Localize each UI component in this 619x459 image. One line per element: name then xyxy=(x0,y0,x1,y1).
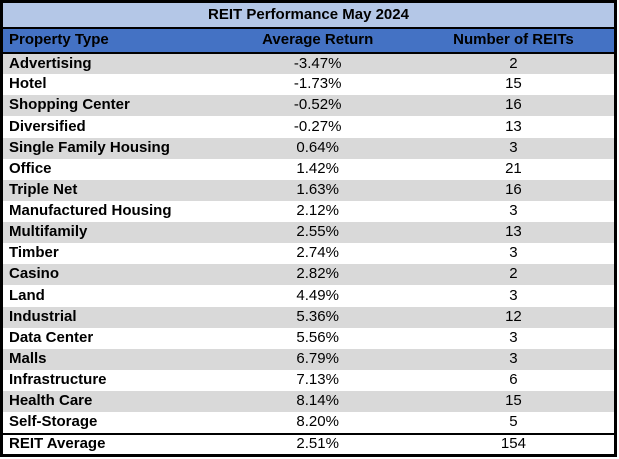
return-cell: 0.64% xyxy=(296,138,339,156)
property-cell: Multifamily xyxy=(9,223,88,241)
table-row: Triple Net 1.63% 16 xyxy=(1,179,616,201)
property-cell: Triple Net xyxy=(9,180,78,198)
property-cell: Shopping Center xyxy=(9,96,130,114)
return-cell: 1.63% xyxy=(296,180,339,198)
property-cell: Single Family Housing xyxy=(9,138,170,156)
count-cell: 13 xyxy=(505,117,522,135)
count-cell: 16 xyxy=(505,180,522,198)
table-row: Infrastructure 7.13% 6 xyxy=(1,369,616,391)
return-cell: 6.79% xyxy=(296,349,339,367)
table-row: Single Family Housing 0.64% 3 xyxy=(1,137,616,159)
count-cell: 3 xyxy=(509,138,518,156)
column-header-property-type: Property Type xyxy=(1,28,223,54)
table-row: Shopping Center -0.52% 16 xyxy=(1,95,616,117)
return-cell: -0.27% xyxy=(293,117,342,135)
property-cell: Advertising xyxy=(9,54,92,72)
property-cell: Industrial xyxy=(9,307,77,325)
table-row: Casino 2.82% 2 xyxy=(1,264,616,286)
property-cell: Office xyxy=(9,159,52,177)
count-cell: 13 xyxy=(505,223,522,241)
property-cell: Hotel xyxy=(9,75,47,93)
table-row: Advertising -3.47% 2 xyxy=(1,53,616,75)
return-cell: 8.20% xyxy=(296,412,339,430)
count-cell: 3 xyxy=(509,202,518,220)
column-header-number-of-reits: Number of REITs xyxy=(412,28,616,54)
property-cell: Infrastructure xyxy=(9,371,107,389)
table-row: Timber 2.74% 3 xyxy=(1,243,616,265)
return-cell: 5.56% xyxy=(296,328,339,346)
count-cell: 3 xyxy=(509,328,518,346)
count-cell: 3 xyxy=(509,244,518,262)
count-cell: 3 xyxy=(509,286,518,304)
table-row: Diversified -0.27% 13 xyxy=(1,116,616,138)
table-row: Malls 6.79% 3 xyxy=(1,348,616,370)
table-header-row: Property Type Average Return Number of R… xyxy=(1,28,616,54)
return-cell: 2.55% xyxy=(296,223,339,241)
return-cell: 8.14% xyxy=(296,392,339,410)
count-cell: 16 xyxy=(505,96,522,114)
property-cell: Manufactured Housing xyxy=(9,202,172,220)
property-cell: Data Center xyxy=(9,328,94,346)
count-cell: 15 xyxy=(505,392,522,410)
count-cell: 21 xyxy=(505,159,522,177)
count-cell: 2 xyxy=(509,54,518,72)
table-row: Self-Storage 8.20% 5 xyxy=(1,412,616,434)
count-cell: 3 xyxy=(509,349,518,367)
property-cell: Self-Storage xyxy=(9,412,98,430)
table-row: Multifamily 2.55% 13 xyxy=(1,222,616,244)
table-body: Advertising -3.47% 2 Hotel -1.73% 15 Shopping … xyxy=(1,53,616,434)
return-cell: 2.12% xyxy=(296,202,339,220)
return-cell: -0.52% xyxy=(293,96,342,114)
property-cell: Land xyxy=(9,286,45,304)
return-cell: 2.82% xyxy=(296,265,339,283)
table-row: Industrial 5.36% 12 xyxy=(1,306,616,328)
table-row-reit-average: REIT Average 2.51% 154 xyxy=(1,432,616,456)
count-cell: 15 xyxy=(505,75,522,93)
table-title-row: REIT Performance May 2024 xyxy=(1,1,616,29)
table-title: REIT Performance May 2024 xyxy=(1,1,616,29)
property-cell: Malls xyxy=(9,349,47,367)
count-cell: 2 xyxy=(509,265,518,283)
return-cell: -1.73% xyxy=(293,75,342,93)
property-cell: Timber xyxy=(9,244,59,262)
property-cell: Casino xyxy=(9,265,60,283)
table-row: Manufactured Housing 2.12% 3 xyxy=(1,200,616,222)
count-cell: 5 xyxy=(509,412,518,430)
property-cell: Diversified xyxy=(9,117,86,135)
table-row: Land 4.49% 3 xyxy=(1,285,616,307)
average-count-cell: 154 xyxy=(412,432,616,456)
return-cell: 1.42% xyxy=(296,159,339,177)
property-cell: Health Care xyxy=(9,392,93,410)
count-cell: 6 xyxy=(509,371,518,389)
return-cell: 2.74% xyxy=(296,244,339,262)
average-property-cell: REIT Average xyxy=(1,432,223,456)
average-return-cell: 2.51% xyxy=(222,432,413,456)
table-row: Data Center 5.56% 3 xyxy=(1,327,616,349)
return-cell: 4.49% xyxy=(296,286,339,304)
count-cell: 12 xyxy=(505,307,522,325)
column-header-average-return: Average Return xyxy=(222,28,413,54)
return-cell: 5.36% xyxy=(296,307,339,325)
table-row: Hotel -1.73% 15 xyxy=(1,74,616,96)
return-cell: 7.13% xyxy=(296,371,339,389)
table-row: Health Care 8.14% 15 xyxy=(1,391,616,413)
return-cell: -3.47% xyxy=(293,54,342,72)
table-row: Office 1.42% 21 xyxy=(1,158,616,180)
